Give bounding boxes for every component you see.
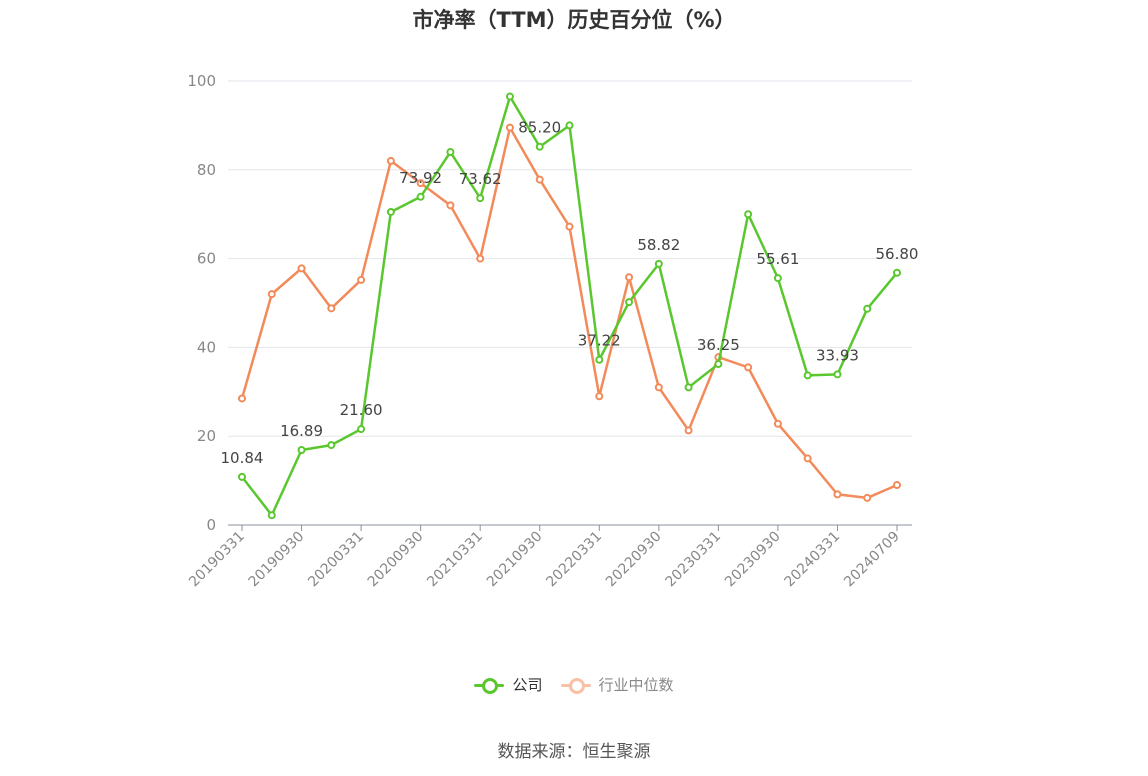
- x-tick-label: 20200930: [365, 529, 427, 591]
- legend-label-industry-median: 行业中位数: [598, 676, 674, 694]
- data-label: 33.93: [816, 346, 859, 364]
- industry-median-point: [565, 222, 574, 231]
- x-tick-label: 20230331: [662, 529, 724, 591]
- industry-median-point: [773, 419, 782, 428]
- company-point: [893, 268, 901, 277]
- y-tick-label: 0: [206, 516, 216, 534]
- company-point: [535, 142, 544, 151]
- industry-median-point: [833, 490, 842, 499]
- company-point: [684, 383, 693, 392]
- legend[interactable]: 公司 行业中位数: [0, 674, 1148, 695]
- company-point: [386, 207, 395, 216]
- company-point: [654, 259, 663, 268]
- data-label: 37.22: [578, 332, 621, 350]
- x-tick-label: 20240709: [841, 529, 903, 591]
- industry-median-point: [386, 156, 395, 165]
- data-label: 36.25: [697, 336, 740, 354]
- industry-median-point: [595, 392, 604, 401]
- company-point: [267, 511, 276, 520]
- y-tick-label: 100: [187, 72, 216, 90]
- legend-item-industry-median[interactable]: 行业中位数: [560, 674, 674, 695]
- industry-median-point: [863, 493, 872, 502]
- industry-median-point: [327, 304, 336, 313]
- company-point: [863, 304, 872, 313]
- company-point: [833, 370, 842, 379]
- data-label: 16.89: [280, 422, 323, 440]
- y-tick-label: 40: [197, 338, 216, 356]
- industry-median-point: [803, 454, 812, 463]
- data-label: 58.82: [637, 236, 680, 254]
- data-label: 85.20: [518, 119, 561, 137]
- company-point: [327, 441, 336, 450]
- company-line: [241, 95, 898, 517]
- company-point: [803, 371, 812, 380]
- industry-median-point: [744, 363, 753, 372]
- y-tick-label: 80: [197, 161, 216, 179]
- chart-title: 市净率（TTM）历史百分位（%）: [412, 8, 736, 32]
- industry-median-point: [654, 383, 663, 392]
- industry-median-point: [416, 179, 425, 188]
- data-label: 73.62: [459, 170, 502, 188]
- company-point: [714, 360, 723, 369]
- y-tick-label: 60: [197, 250, 216, 268]
- company-point: [476, 194, 485, 203]
- x-tick-label: 20210930: [484, 529, 546, 591]
- industry-median-point: [625, 273, 634, 282]
- x-tick-label: 20230930: [722, 529, 784, 591]
- x-tick-label: 20200331: [305, 529, 367, 591]
- legend-marker-company: [474, 677, 505, 694]
- y-tick-label: 20: [197, 427, 216, 445]
- company-point: [565, 121, 574, 130]
- company-point: [416, 192, 425, 201]
- company-point: [238, 472, 246, 481]
- legend-label-company: 公司: [512, 676, 543, 694]
- company-point: [446, 148, 455, 157]
- industry-median-point: [297, 264, 306, 273]
- x-tick-label: 20220331: [543, 529, 605, 591]
- industry-median-point: [446, 201, 455, 210]
- industry-median-point: [238, 394, 246, 403]
- x-tick-label: 20210331: [424, 529, 486, 591]
- data-label: 10.84: [221, 449, 264, 467]
- x-tick-label: 20190930: [246, 529, 308, 591]
- legend-marker-industry-median: [560, 677, 591, 694]
- industry-median-point: [893, 481, 901, 490]
- company-point: [297, 446, 306, 455]
- x-tick-label: 20190331: [186, 529, 248, 591]
- legend-item-company[interactable]: 公司: [474, 674, 543, 695]
- x-tick-label: 20240331: [782, 529, 844, 591]
- industry-median-point: [267, 290, 276, 299]
- industry-median-point: [505, 123, 514, 132]
- company-point: [773, 274, 782, 283]
- industry-median-point: [684, 426, 693, 435]
- industry-median-point: [476, 254, 485, 263]
- industry-median-point: [535, 175, 544, 184]
- data-label: 21.60: [340, 401, 383, 419]
- industry-median-point: [357, 275, 366, 284]
- company-point: [625, 298, 634, 307]
- data-label: 55.61: [756, 250, 799, 268]
- data-source: 数据来源：恒生聚源: [497, 742, 651, 762]
- company-point: [595, 355, 604, 364]
- x-tick-label: 20220930: [603, 529, 665, 591]
- data-label: 56.80: [876, 245, 919, 263]
- company-point: [357, 425, 366, 434]
- industry-median-line: [240, 126, 898, 500]
- company-point: [505, 92, 514, 101]
- company-point: [744, 210, 753, 219]
- data-label: 73.92: [399, 169, 442, 187]
